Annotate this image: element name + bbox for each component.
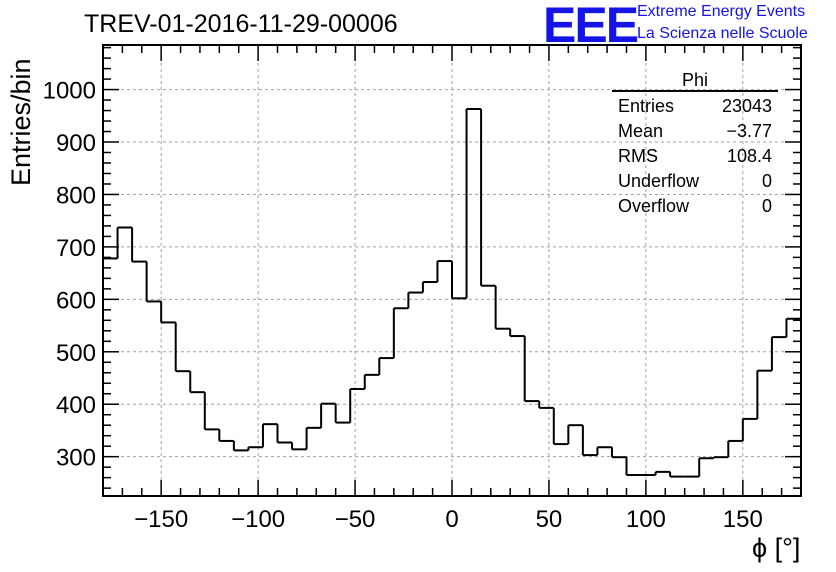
x-tick-label: 150 xyxy=(723,506,763,533)
tick-labels: −150 −100 −50 0 50 100 150 300 400 500 600 700 800 90… xyxy=(43,78,763,533)
x-tick-label: 0 xyxy=(445,506,458,533)
stats-label: RMS xyxy=(618,146,658,166)
logo-subtitle-2: La Scienza nelle Scuole xyxy=(637,25,808,42)
x-tick-label: 100 xyxy=(626,506,666,533)
stats-value: 0 xyxy=(761,171,772,191)
grid-lines xyxy=(103,45,801,496)
x-tick-label: −150 xyxy=(134,506,188,533)
histogram-bars xyxy=(103,107,802,478)
stats-value: 0 xyxy=(761,196,772,216)
stats-row-underflow: Underflow 0 xyxy=(612,169,778,194)
logo-subtitle-1: Extreme Energy Events xyxy=(637,3,806,20)
x-axis-label: ϕ [°] xyxy=(752,533,801,563)
stats-row-entries: Entries 23043 xyxy=(612,94,778,119)
y-tick-label: 500 xyxy=(56,340,96,367)
chart-title: TREV-01-2016-11-29-00006 xyxy=(84,10,398,38)
y-tick-label: 700 xyxy=(56,235,96,262)
axis-ticks xyxy=(102,45,802,496)
y-tick-label: 900 xyxy=(56,130,96,157)
stats-label: Underflow xyxy=(618,171,700,191)
x-tick-label: 50 xyxy=(536,506,563,533)
y-axis-label: Entries/bin xyxy=(6,58,36,186)
stats-label: Overflow xyxy=(618,196,690,216)
stats-value: −3.77 xyxy=(726,121,772,141)
stats-value: 108.4 xyxy=(726,146,772,166)
stats-row-rms: RMS 108.4 xyxy=(612,144,778,169)
y-tick-label: 400 xyxy=(56,392,96,419)
stats-row-overflow: Overflow 0 xyxy=(612,194,778,219)
eee-logo: EEE xyxy=(543,0,639,53)
stats-value: 23043 xyxy=(721,96,772,116)
y-tick-label: 800 xyxy=(56,182,96,209)
stats-label: Entries xyxy=(618,96,675,116)
stats-title: Phi xyxy=(612,70,778,92)
plot-frame xyxy=(102,44,802,497)
y-tick-label: 600 xyxy=(56,287,96,314)
x-tick-label: −100 xyxy=(231,506,285,533)
y-tick-label: 1000 xyxy=(43,78,96,105)
x-tick-label: −50 xyxy=(335,506,376,533)
y-tick-label: 300 xyxy=(56,445,96,472)
stats-box: Phi Entries 23043 Mean −3.77 RMS 108.4 U… xyxy=(612,70,778,219)
stats-row-mean: Mean −3.77 xyxy=(612,119,778,144)
stats-label: Mean xyxy=(618,121,664,141)
